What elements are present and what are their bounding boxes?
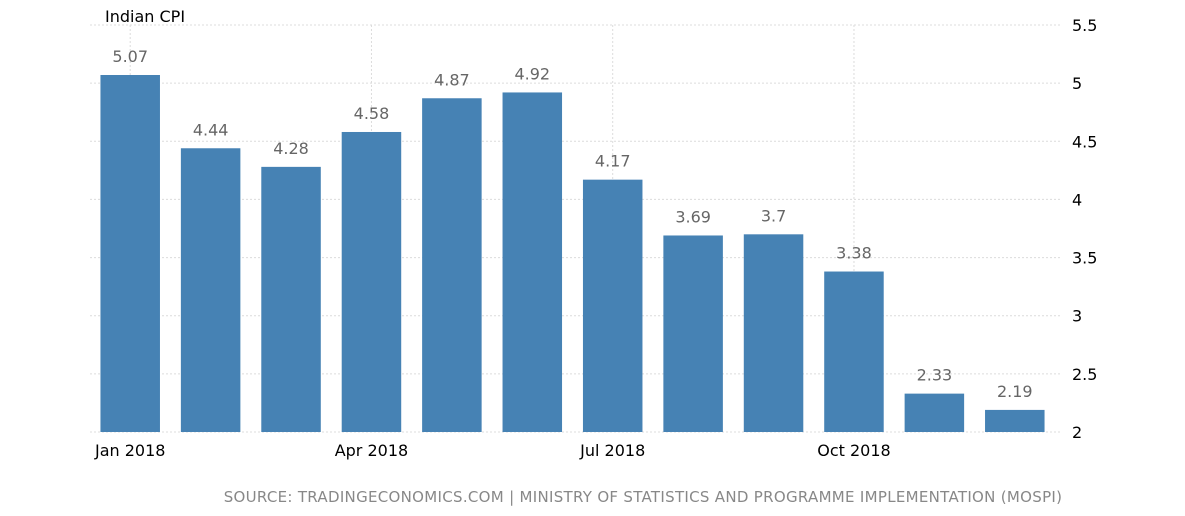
y-tick-label: 2: [1072, 423, 1082, 442]
y-tick-label: 3.5: [1072, 249, 1097, 268]
bar-mar-2018: [261, 166, 321, 432]
bar-apr-2018: [341, 131, 402, 433]
x-axis-ticks: Jan 2018 Apr 2018 Jul 2018 Oct 2018: [94, 441, 891, 460]
value-label: 4.44: [193, 120, 229, 139]
bar-aug-2018: [663, 235, 723, 432]
value-label: 4.58: [354, 104, 390, 123]
source-note: SOURCE: TRADINGECONOMICS.COM | MINISTRY …: [224, 488, 1063, 506]
bar-sep-2018: [743, 234, 804, 432]
value-label: 2.19: [997, 382, 1033, 401]
y-tick-label: 3: [1072, 307, 1082, 326]
y-tick-label: 4: [1072, 190, 1082, 209]
bar-nov-2018: [904, 393, 965, 432]
bars: [100, 75, 1045, 433]
value-label: 5.07: [112, 47, 148, 66]
bar-jan-2018: [100, 75, 160, 432]
y-tick-label: 5: [1072, 74, 1082, 93]
y-tick-label: 4.5: [1072, 132, 1097, 151]
y-tick-label: 2.5: [1072, 365, 1097, 384]
y-tick-label: 5.5: [1072, 16, 1097, 35]
bar-feb-2018: [180, 148, 241, 432]
value-label: 3.38: [836, 244, 872, 263]
value-labels: 5.07 4.44 4.28 4.58 4.87 4.92 4.17 3.69 3.7 3.38 2…: [112, 47, 1032, 401]
x-tick-label: Jul 2018: [579, 441, 645, 460]
value-label: 2.33: [917, 366, 953, 385]
bar-jun-2018: [502, 92, 563, 433]
x-tick-label: Jan 2018: [94, 441, 165, 460]
value-label: 4.28: [273, 139, 309, 158]
value-label: 3.7: [761, 206, 786, 225]
x-tick-label: Oct 2018: [817, 441, 890, 460]
x-tick-label: Apr 2018: [335, 441, 408, 460]
bar-dec-2018: [985, 409, 1045, 432]
y-axis-ticks: 5.5 5 4.5 4 3.5 3 2.5 2: [1072, 16, 1097, 442]
bar-jul-2018: [582, 179, 643, 432]
value-label: 4.87: [434, 70, 470, 89]
value-label: 4.17: [595, 152, 631, 171]
value-label: 3.69: [675, 207, 711, 226]
bar-may-2018: [422, 98, 482, 432]
value-label: 4.92: [514, 64, 550, 83]
chart-title: Indian CPI: [105, 7, 185, 26]
gridlines: [90, 24, 1060, 433]
bar-oct-2018: [824, 271, 884, 432]
